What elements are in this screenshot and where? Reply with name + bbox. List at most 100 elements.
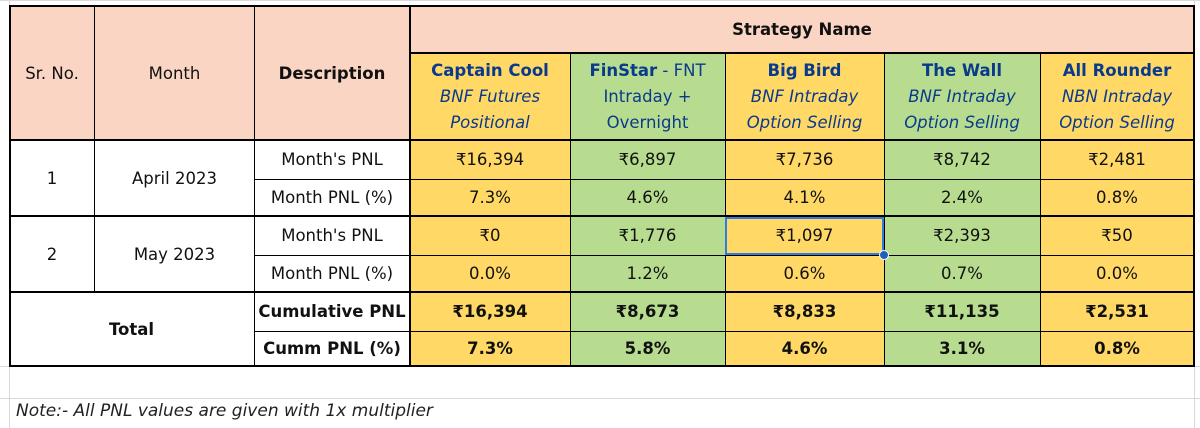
- row1-pct-big-bird[interactable]: 4.1%: [725, 179, 884, 216]
- cell-value: 1.2%: [626, 264, 669, 283]
- cum-pct-the-wall[interactable]: 3.1%: [884, 331, 1040, 366]
- cell-value: ₹2,481: [1088, 150, 1146, 169]
- total-label: Total: [108, 319, 155, 339]
- cell-value: ₹11,135: [924, 302, 1000, 321]
- row2-pnl-the-wall[interactable]: ₹2,393: [884, 216, 1040, 255]
- header-month[interactable]: Month: [95, 6, 254, 140]
- month-value: April 2023: [132, 168, 217, 188]
- pnl-label: Month's PNL: [281, 226, 383, 245]
- cell-value: 0.0%: [469, 264, 511, 283]
- border-col-5: [725, 52, 726, 367]
- row1-pnl-finstar[interactable]: ₹6,897: [570, 140, 725, 179]
- row1-pnl-all-rounder[interactable]: ₹2,481: [1040, 140, 1194, 179]
- row1-pct-captain-cool[interactable]: 7.3%: [410, 179, 570, 216]
- header-month-text: Month: [148, 63, 201, 83]
- total-label-cell[interactable]: Total: [9, 292, 254, 366]
- cell-value: ₹6,897: [618, 150, 677, 169]
- border-top: [9, 5, 1195, 7]
- cell-value: ₹7,736: [775, 150, 834, 169]
- cell-value: ₹0: [479, 226, 501, 245]
- header-strategy-name[interactable]: Strategy Name: [410, 6, 1194, 53]
- cell-value: ₹50: [1101, 226, 1133, 245]
- row1-pnl-big-bird[interactable]: ₹7,736: [725, 140, 884, 179]
- cum-pct-finstar[interactable]: 5.8%: [570, 331, 725, 366]
- cum-pnl-label-cell[interactable]: Cumulative PNL: [254, 292, 410, 331]
- cum-pct-label: Cumm PNL (%): [263, 339, 401, 358]
- border-right: [1193, 5, 1195, 367]
- row1-pct-label[interactable]: Month PNL (%): [254, 179, 410, 216]
- cell-value: 5.8%: [624, 339, 671, 358]
- strategy-name: All Rounder: [1062, 60, 1172, 80]
- header-description-text: Description: [278, 63, 386, 83]
- cum-pnl-all-rounder[interactable]: ₹2,531: [1040, 292, 1194, 331]
- border-total-mid: [254, 331, 1194, 332]
- cum-pnl-captain-cool[interactable]: ₹16,394: [410, 292, 570, 331]
- strategy-header-big-bird[interactable]: Big Bird BNF Intraday Option Selling: [725, 53, 884, 140]
- strategy-header-finstar[interactable]: FinStar - FNT Intraday + Overnight: [570, 53, 725, 140]
- border-row2-mid: [254, 255, 1194, 256]
- row2-pct-finstar[interactable]: 1.2%: [570, 255, 725, 292]
- strategy-sub1: BNF Futures: [439, 86, 541, 106]
- row1-pnl-the-wall[interactable]: ₹8,742: [884, 140, 1040, 179]
- row1-pnl-label[interactable]: Month's PNL: [254, 140, 410, 179]
- row2-pnl-finstar[interactable]: ₹1,776: [570, 216, 725, 255]
- cum-pnl-big-bird[interactable]: ₹8,833: [725, 292, 884, 331]
- row2-pnl-captain-cool[interactable]: ₹0: [410, 216, 570, 255]
- border-row1-bottom: [9, 215, 1195, 217]
- header-strategy-name-text: Strategy Name: [732, 20, 872, 39]
- cell-value: 2.4%: [941, 188, 983, 207]
- cum-pct-label-cell[interactable]: Cumm PNL (%): [254, 331, 410, 366]
- row2-pnl-big-bird[interactable]: ₹1,097: [725, 216, 884, 255]
- header-sr-no[interactable]: Sr. No.: [9, 6, 95, 140]
- row1-pct-all-rounder[interactable]: 0.8%: [1040, 179, 1194, 216]
- cell-value: 0.0%: [1096, 264, 1138, 283]
- border-col-6: [884, 52, 885, 367]
- strategy-header-all-rounder[interactable]: All Rounder NBN Intraday Option Selling: [1040, 53, 1194, 140]
- cell-value: 7.3%: [467, 339, 513, 358]
- row2-pct-captain-cool[interactable]: 0.0%: [410, 255, 570, 292]
- border-col-4: [570, 52, 571, 367]
- border-bottom: [9, 365, 1195, 367]
- row1-pct-finstar[interactable]: 4.6%: [570, 179, 725, 216]
- cum-pnl-the-wall[interactable]: ₹11,135: [884, 292, 1040, 331]
- month-value: May 2023: [133, 244, 216, 264]
- cum-pct-big-bird[interactable]: 4.6%: [725, 331, 884, 366]
- header-description[interactable]: Description: [254, 6, 410, 140]
- strategy-sub2: Option Selling: [1059, 112, 1175, 132]
- border-col-3: [409, 5, 411, 367]
- row1-pnl-captain-cool[interactable]: ₹16,394: [410, 140, 570, 179]
- row2-pct-label[interactable]: Month PNL (%): [254, 255, 410, 292]
- row1-month[interactable]: April 2023: [95, 140, 254, 216]
- row1-pct-the-wall[interactable]: 2.4%: [884, 179, 1040, 216]
- row2-sr-no[interactable]: 2: [9, 216, 95, 292]
- cell-value: 4.1%: [783, 188, 826, 207]
- cum-pnl-label: Cumulative PNL: [258, 302, 406, 321]
- row2-pnl-all-rounder[interactable]: ₹50: [1040, 216, 1194, 255]
- strategy-name: Captain Cool: [431, 60, 549, 80]
- pct-label: Month PNL (%): [270, 264, 394, 283]
- strategy-sub1: Intraday +: [603, 86, 692, 106]
- cell-value: 4.6%: [626, 188, 669, 207]
- strategy-sub2: Option Selling: [904, 112, 1020, 132]
- row2-pct-all-rounder[interactable]: 0.0%: [1040, 255, 1194, 292]
- cell-value: ₹8,742: [933, 150, 991, 169]
- cell-value: 4.6%: [781, 339, 828, 358]
- row2-pct-big-bird[interactable]: 0.6%: [725, 255, 884, 292]
- row2-pct-the-wall[interactable]: 0.7%: [884, 255, 1040, 292]
- row2-pnl-label[interactable]: Month's PNL: [254, 216, 410, 255]
- fill-handle[interactable]: [879, 250, 889, 260]
- strategy-header-the-wall[interactable]: The Wall BNF Intraday Option Selling: [884, 53, 1040, 140]
- cell-value: 0.6%: [783, 264, 826, 283]
- cell-value: ₹2,531: [1085, 302, 1149, 321]
- cum-pct-captain-cool[interactable]: 7.3%: [410, 331, 570, 366]
- sr-no-value: 1: [46, 168, 58, 188]
- row2-month[interactable]: May 2023: [95, 216, 254, 292]
- cell-value: ₹16,394: [455, 150, 525, 169]
- row1-sr-no[interactable]: 1: [9, 140, 95, 216]
- strategy-header-captain-cool[interactable]: Captain Cool BNF Futures Positional: [410, 53, 570, 140]
- cum-pnl-finstar[interactable]: ₹8,673: [570, 292, 725, 331]
- strategy-sub1: NBN Intraday: [1061, 86, 1173, 106]
- strategy-sub2: Positional: [450, 112, 530, 132]
- cum-pct-all-rounder[interactable]: 0.8%: [1040, 331, 1194, 366]
